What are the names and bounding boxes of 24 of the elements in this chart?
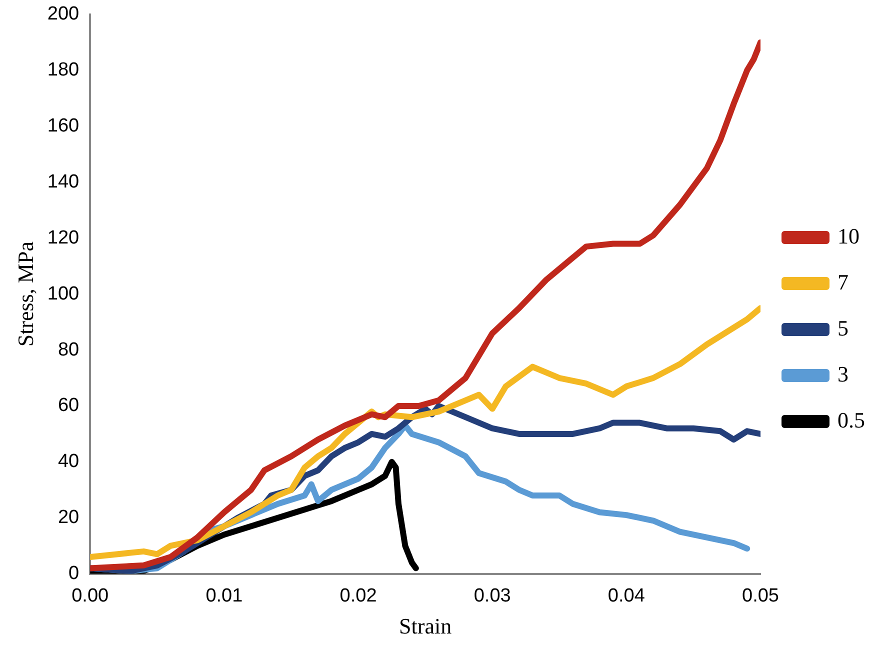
x-tick-label: 0.01	[206, 585, 243, 606]
y-tick-label: 120	[47, 227, 80, 248]
y-tick-label: 180	[47, 60, 80, 81]
x-tick-label: 0.04	[608, 585, 646, 606]
y-tick-label: 140	[47, 171, 80, 192]
legend-label: 7	[838, 269, 848, 294]
x-tick-label: 0.02	[340, 585, 377, 606]
y-tick-label: 200	[47, 4, 80, 25]
legend-label: 3	[838, 361, 848, 386]
legend-label: 0.5	[838, 407, 865, 432]
y-tick-label: 0	[68, 563, 80, 584]
y-axis-title: Stress, MPa	[12, 241, 38, 347]
x-tick-label: 0.00	[72, 585, 109, 606]
legend-label: 10	[838, 223, 860, 248]
x-tick-label: 0.03	[474, 585, 511, 606]
y-tick-label: 40	[58, 451, 80, 472]
y-tick-label: 60	[58, 395, 80, 416]
x-axis-title: Strain	[399, 614, 452, 639]
y-tick-label: 20	[58, 507, 80, 528]
y-tick-label: 100	[47, 283, 80, 304]
x-tick-label: 0.05	[742, 585, 779, 606]
y-tick-label: 160	[47, 116, 80, 137]
legend-label: 5	[838, 315, 848, 340]
y-tick-label: 80	[58, 339, 80, 360]
